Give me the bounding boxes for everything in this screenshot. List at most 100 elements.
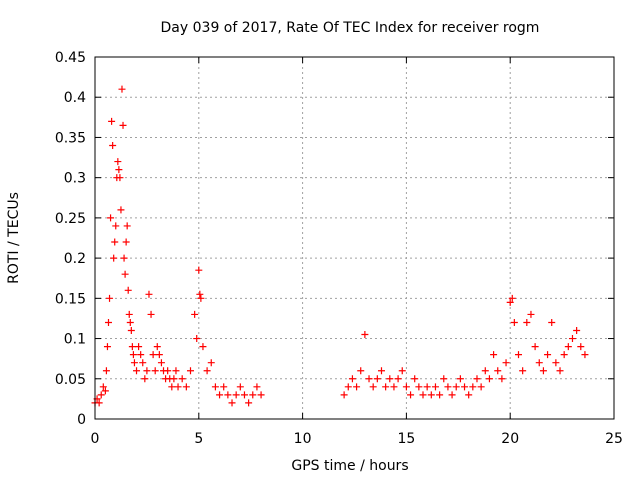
x-axis-label: GPS time / hours xyxy=(291,458,408,474)
data-point xyxy=(121,270,129,278)
data-point xyxy=(535,359,543,367)
data-point xyxy=(203,367,211,375)
data-point xyxy=(523,318,531,326)
data-point xyxy=(220,383,228,391)
y-tick-label: 0.1 xyxy=(64,332,86,348)
data-point xyxy=(377,367,385,375)
data-point xyxy=(95,399,103,407)
data-point xyxy=(111,238,119,246)
data-point xyxy=(427,391,435,399)
data-point xyxy=(216,391,224,399)
data-point xyxy=(390,383,398,391)
grid xyxy=(95,57,614,419)
data-point xyxy=(240,391,248,399)
data-point xyxy=(128,343,136,351)
data-point xyxy=(110,254,118,262)
y-axis-label: ROTI / TECUs xyxy=(6,192,22,284)
data-point xyxy=(564,343,572,351)
data-point xyxy=(151,367,159,375)
series-points xyxy=(91,85,589,407)
data-point xyxy=(548,318,556,326)
data-point xyxy=(506,298,514,306)
data-point xyxy=(164,367,172,375)
y-tick-label: 0.4 xyxy=(64,90,86,106)
data-point xyxy=(573,327,581,335)
y-tick-label: 0.3 xyxy=(64,171,86,187)
data-point xyxy=(577,343,585,351)
data-point xyxy=(196,290,204,298)
data-point xyxy=(510,318,518,326)
data-point xyxy=(119,121,127,129)
y-tick-label: 0.15 xyxy=(55,291,86,307)
data-point xyxy=(195,266,203,274)
data-point xyxy=(157,359,165,367)
data-point xyxy=(544,351,552,359)
data-point xyxy=(137,351,145,359)
data-point xyxy=(490,351,498,359)
data-point xyxy=(440,375,448,383)
data-point xyxy=(245,399,253,407)
data-point xyxy=(120,254,128,262)
data-point xyxy=(407,391,415,399)
data-point xyxy=(444,383,452,391)
data-point xyxy=(191,310,199,318)
data-point xyxy=(133,367,141,375)
data-point xyxy=(515,351,523,359)
data-point xyxy=(436,391,444,399)
data-point xyxy=(127,327,135,335)
data-point xyxy=(556,367,564,375)
data-point xyxy=(116,174,124,182)
data-point xyxy=(123,222,131,230)
data-point xyxy=(170,375,178,383)
data-point xyxy=(519,367,527,375)
data-point xyxy=(485,375,493,383)
data-point xyxy=(353,383,361,391)
data-point xyxy=(232,391,240,399)
data-point xyxy=(168,383,176,391)
data-point xyxy=(340,391,348,399)
data-point xyxy=(112,222,120,230)
data-point xyxy=(402,383,410,391)
y-tick-label: 0.45 xyxy=(55,50,86,66)
data-point xyxy=(115,166,123,174)
data-point xyxy=(103,343,111,351)
data-point xyxy=(102,367,110,375)
data-point xyxy=(117,206,125,214)
data-point xyxy=(101,387,109,395)
data-point xyxy=(139,359,147,367)
chart-title: Day 039 of 2017, Rate Of TEC Index for r… xyxy=(161,20,540,36)
data-point xyxy=(97,391,105,399)
data-point xyxy=(211,383,219,391)
data-point xyxy=(249,391,257,399)
data-point xyxy=(126,318,134,326)
y-tick-label: 0.25 xyxy=(55,211,86,227)
data-point xyxy=(568,335,576,343)
axis-ticks: 0 5 10 15 20 25 0 0.05 0.1 0.15 0.2 0.25 0.3 0.35 0.4 0… xyxy=(55,50,623,447)
data-point xyxy=(531,343,539,351)
data-point xyxy=(174,383,182,391)
data-point xyxy=(373,375,381,383)
data-point xyxy=(236,383,244,391)
data-point xyxy=(207,359,215,367)
data-point xyxy=(477,383,485,391)
data-point xyxy=(502,359,510,367)
data-point xyxy=(135,343,143,351)
data-point xyxy=(473,375,481,383)
data-point xyxy=(178,375,186,383)
data-point xyxy=(448,391,456,399)
data-point xyxy=(431,383,439,391)
y-tick-label: 0.05 xyxy=(55,372,86,388)
data-point xyxy=(109,141,117,149)
data-point xyxy=(107,214,115,222)
data-point xyxy=(348,375,356,383)
data-points xyxy=(91,85,589,407)
plot-frame xyxy=(94,56,615,420)
data-point xyxy=(465,391,473,399)
data-point xyxy=(527,310,535,318)
data-point xyxy=(508,294,516,302)
data-point xyxy=(560,351,568,359)
data-point xyxy=(104,318,112,326)
y-tick-label: 0.2 xyxy=(64,251,86,267)
data-point xyxy=(369,383,377,391)
y-tick-label: 0 xyxy=(77,412,86,428)
